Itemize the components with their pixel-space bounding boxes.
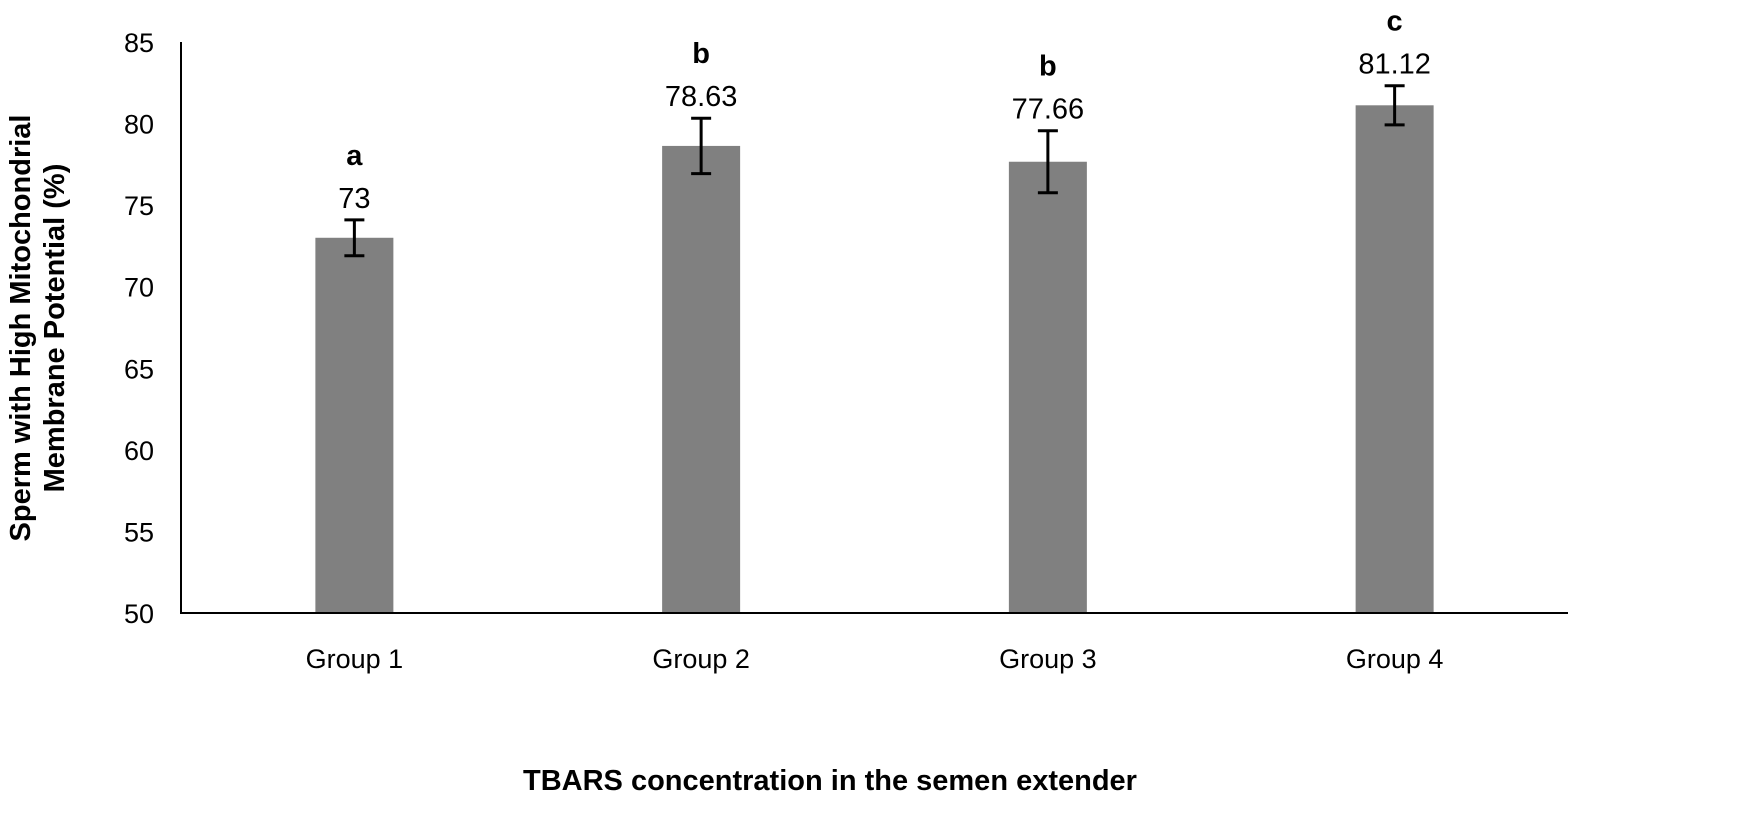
- data-label: 81.12: [1358, 49, 1431, 81]
- y-axis-ticks: 50 55 60 65 70 75 80 85: [124, 28, 154, 629]
- data-label: 77.66: [1012, 94, 1085, 126]
- y-tick-label: 65: [124, 354, 154, 384]
- y-tick-label: 80: [124, 110, 154, 140]
- significance-letter: c: [1387, 6, 1403, 38]
- y-tick-label: 75: [124, 191, 154, 221]
- significance-letter: a: [346, 140, 363, 172]
- y-tick-label: 60: [124, 436, 154, 466]
- x-tick-label: Group 3: [999, 644, 1097, 674]
- significance-letter: b: [692, 38, 710, 70]
- y-axis-label-line-1: Sperm with High Mitochondrial: [5, 115, 37, 542]
- significance-letter: b: [1039, 51, 1057, 83]
- x-axis-label: TBARS concentration in the semen extende…: [523, 765, 1137, 797]
- y-tick-label: 50: [124, 599, 154, 629]
- x-tick-label: Group 1: [306, 644, 404, 674]
- y-axis-label: Sperm with High Mitochondrial Membrane P…: [5, 115, 71, 542]
- bar: [662, 145, 741, 613]
- y-tick-label: 70: [124, 273, 154, 303]
- y-axis-label-line-2: Membrane Potential (%): [39, 164, 71, 493]
- bar: [1008, 161, 1087, 613]
- y-tick-label: 55: [124, 517, 154, 547]
- x-tick-label: Group 2: [652, 644, 750, 674]
- data-label: 78.63: [665, 81, 738, 113]
- data-label: 73: [338, 183, 370, 215]
- bars: 73 a Group 1 78.63 b Group 2 77.66 b Group 3 81.1…: [306, 6, 1444, 674]
- bar: [315, 237, 394, 613]
- x-tick-label: Group 4: [1346, 644, 1444, 674]
- bar: [1355, 105, 1434, 613]
- y-tick-label: 85: [124, 28, 154, 58]
